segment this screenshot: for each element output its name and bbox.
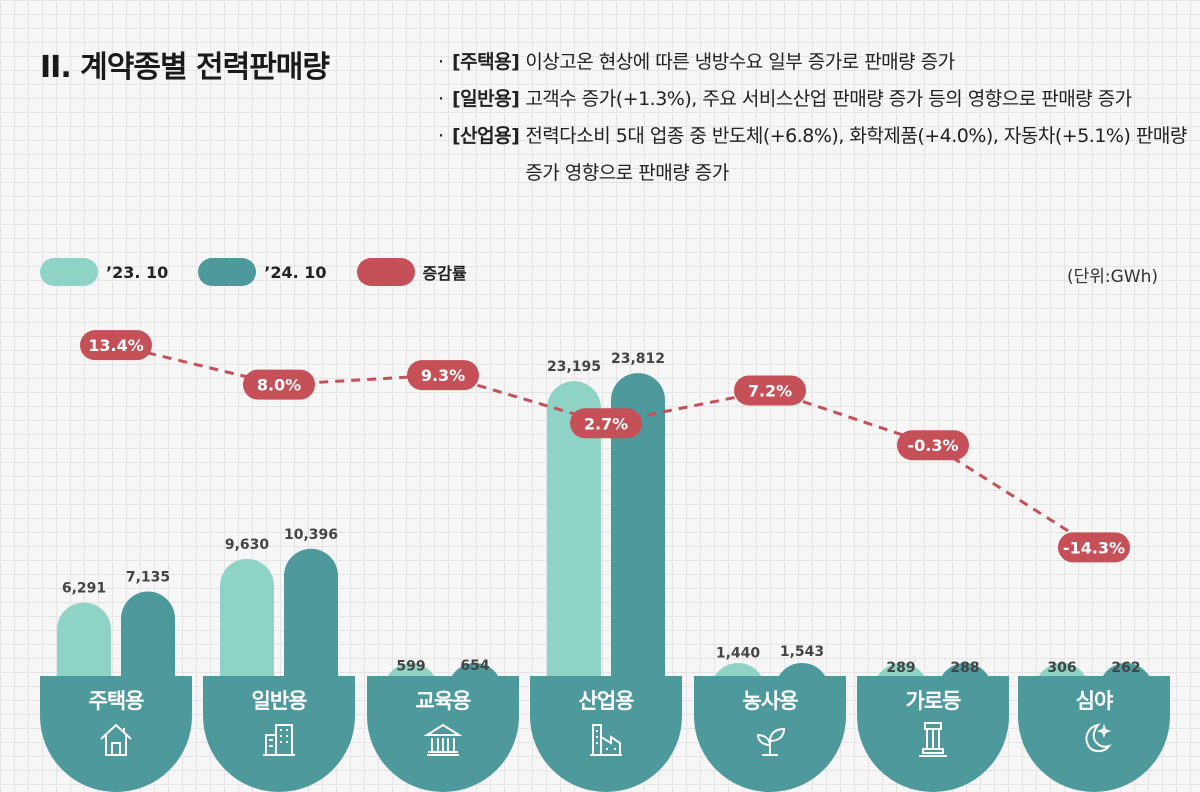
change-rate-pill: [80, 330, 152, 361]
change-rate-pill: [897, 430, 969, 461]
bar-2024-3: [611, 373, 665, 690]
change-rate-pill: [734, 375, 806, 406]
category-label-night: 심야: [1075, 689, 1114, 713]
note-text: 이상고온 현상에 따른 냉방수요 일부 증가로 판매량 증가: [525, 51, 955, 73]
bar-value-label: 654: [460, 658, 489, 674]
change-rate-label: 9.3%: [421, 366, 465, 385]
line-layer: 13.4% 8.0% 9.3% 2.7% 7.2% -0.3% -14.3%: [80, 330, 1130, 563]
bars-layer: 6,291 7,135 9,630 10,396 599 654 23,195 23,812 1…: [57, 351, 1153, 690]
bar-value-label: 1,440: [716, 646, 761, 662]
bar-value-label: 1,543: [780, 644, 824, 660]
category-label-agriculture: 농사용: [742, 689, 799, 713]
change-rate-label: -14.3%: [1063, 538, 1125, 557]
bar-value-label: 7,135: [126, 570, 170, 586]
bar-2023-3: [547, 381, 601, 690]
note-residential: · [주택용] 이상고온 현상에 따른 냉방수요 일부 증가로 판매량 증가: [438, 44, 1198, 81]
legend-label-change-rate: 증감률: [422, 264, 467, 283]
category-block-industrial: 산업용: [530, 676, 682, 792]
category-label-streetlight: 가로등: [905, 689, 962, 713]
legend-item-change-rate: 증감률: [356, 258, 467, 286]
change-rate-label: 13.4%: [88, 336, 144, 355]
bar-value-label: 6,291: [62, 581, 106, 597]
bar-2023-1: [220, 558, 274, 690]
moon-icon: [1085, 723, 1112, 753]
legend-label-2024: ’24. 10: [264, 262, 327, 282]
streetlight-icon: [919, 722, 947, 757]
note-tag: [산업용]: [452, 125, 520, 147]
change-rate-label: 8.0%: [257, 376, 301, 395]
legend-swatch-2024: [198, 258, 257, 286]
legend-item-2024: ’24. 10: [198, 258, 327, 286]
bar-value-label: 306: [1047, 660, 1076, 676]
category-label-education: 교육용: [415, 689, 472, 713]
change-rate-label: 2.7%: [584, 414, 628, 433]
office-building-icon: [263, 724, 295, 756]
bar-value-label: 262: [1111, 660, 1140, 676]
change-rate-pill: [407, 360, 479, 391]
factory-icon: [590, 724, 622, 756]
legend-label-2023: ’23. 10: [106, 262, 169, 282]
category-label-industrial: 산업용: [578, 689, 635, 713]
bar-value-label: 23,195: [547, 359, 601, 375]
bar-value-label: 599: [396, 659, 425, 675]
category-block-residential: 주택용: [40, 676, 192, 792]
note-bullet: ·: [438, 125, 444, 147]
school-building-icon: [423, 723, 463, 756]
note-tag: [일반용]: [452, 88, 520, 110]
note-general: · [일반용] 고객수 증가(+1.3%), 주요 서비스산업 판매량 증가 등…: [438, 81, 1198, 118]
bar-value-label: 9,630: [225, 537, 270, 553]
page-title: II. 계약종별 전력판매량: [40, 50, 330, 85]
sprout-icon: [756, 727, 786, 756]
bar-value-label: 288: [950, 660, 979, 676]
category-label-residential: 주택용: [88, 689, 145, 713]
legend-swatch-change-rate: [356, 258, 415, 286]
bar-value-label: 23,812: [611, 351, 665, 367]
bar-2024-0: [121, 591, 175, 690]
change-rate-pill: [570, 408, 642, 439]
legend-item-2023: ’23. 10: [40, 258, 168, 286]
house-icon: [100, 723, 132, 756]
bar-2024-1: [284, 548, 338, 690]
change-rate-pill: [1058, 532, 1130, 563]
note-text: 고객수 증가(+1.3%), 주요 서비스산업 판매량 증가 등의 영향으로 판…: [525, 88, 1132, 110]
chart-legend: ’23. 10 ’24. 10 증감률: [40, 258, 497, 286]
category-block-night: 심야: [1018, 676, 1170, 792]
category-block-agriculture: 농사용: [694, 676, 846, 792]
note-tag: [주택용]: [452, 51, 520, 73]
note-industrial: · [산업용] 전력다소비 5대 업종 중 반도체(+6.8%), 화학제품(+…: [438, 118, 1198, 192]
change-rate-label: 7.2%: [748, 381, 792, 400]
change-rate-label: -0.3%: [907, 436, 958, 455]
change-rate-pill: [243, 369, 315, 400]
category-block-general: 일반용: [203, 676, 355, 792]
note-bullet: ·: [438, 51, 444, 73]
unit-label: (단위:GWh): [1066, 267, 1158, 287]
category-block-education: 교육용: [367, 676, 519, 792]
category-block-streetlight: 가로등: [857, 676, 1009, 792]
notes-list: · [주택용] 이상고온 현상에 따른 냉방수요 일부 증가로 판매량 증가 ·…: [438, 44, 1198, 192]
note-bullet: ·: [438, 88, 444, 110]
note-text: 전력다소비 5대 업종 중 반도체(+6.8%), 화학제품(+4.0%), 자…: [525, 125, 1187, 184]
bar-value-label: 10,396: [284, 527, 338, 543]
bar-2023-0: [57, 602, 111, 690]
legend-swatch-2023: [40, 258, 98, 286]
bar-value-label: 289: [886, 660, 915, 676]
category-label-general: 일반용: [251, 689, 308, 713]
